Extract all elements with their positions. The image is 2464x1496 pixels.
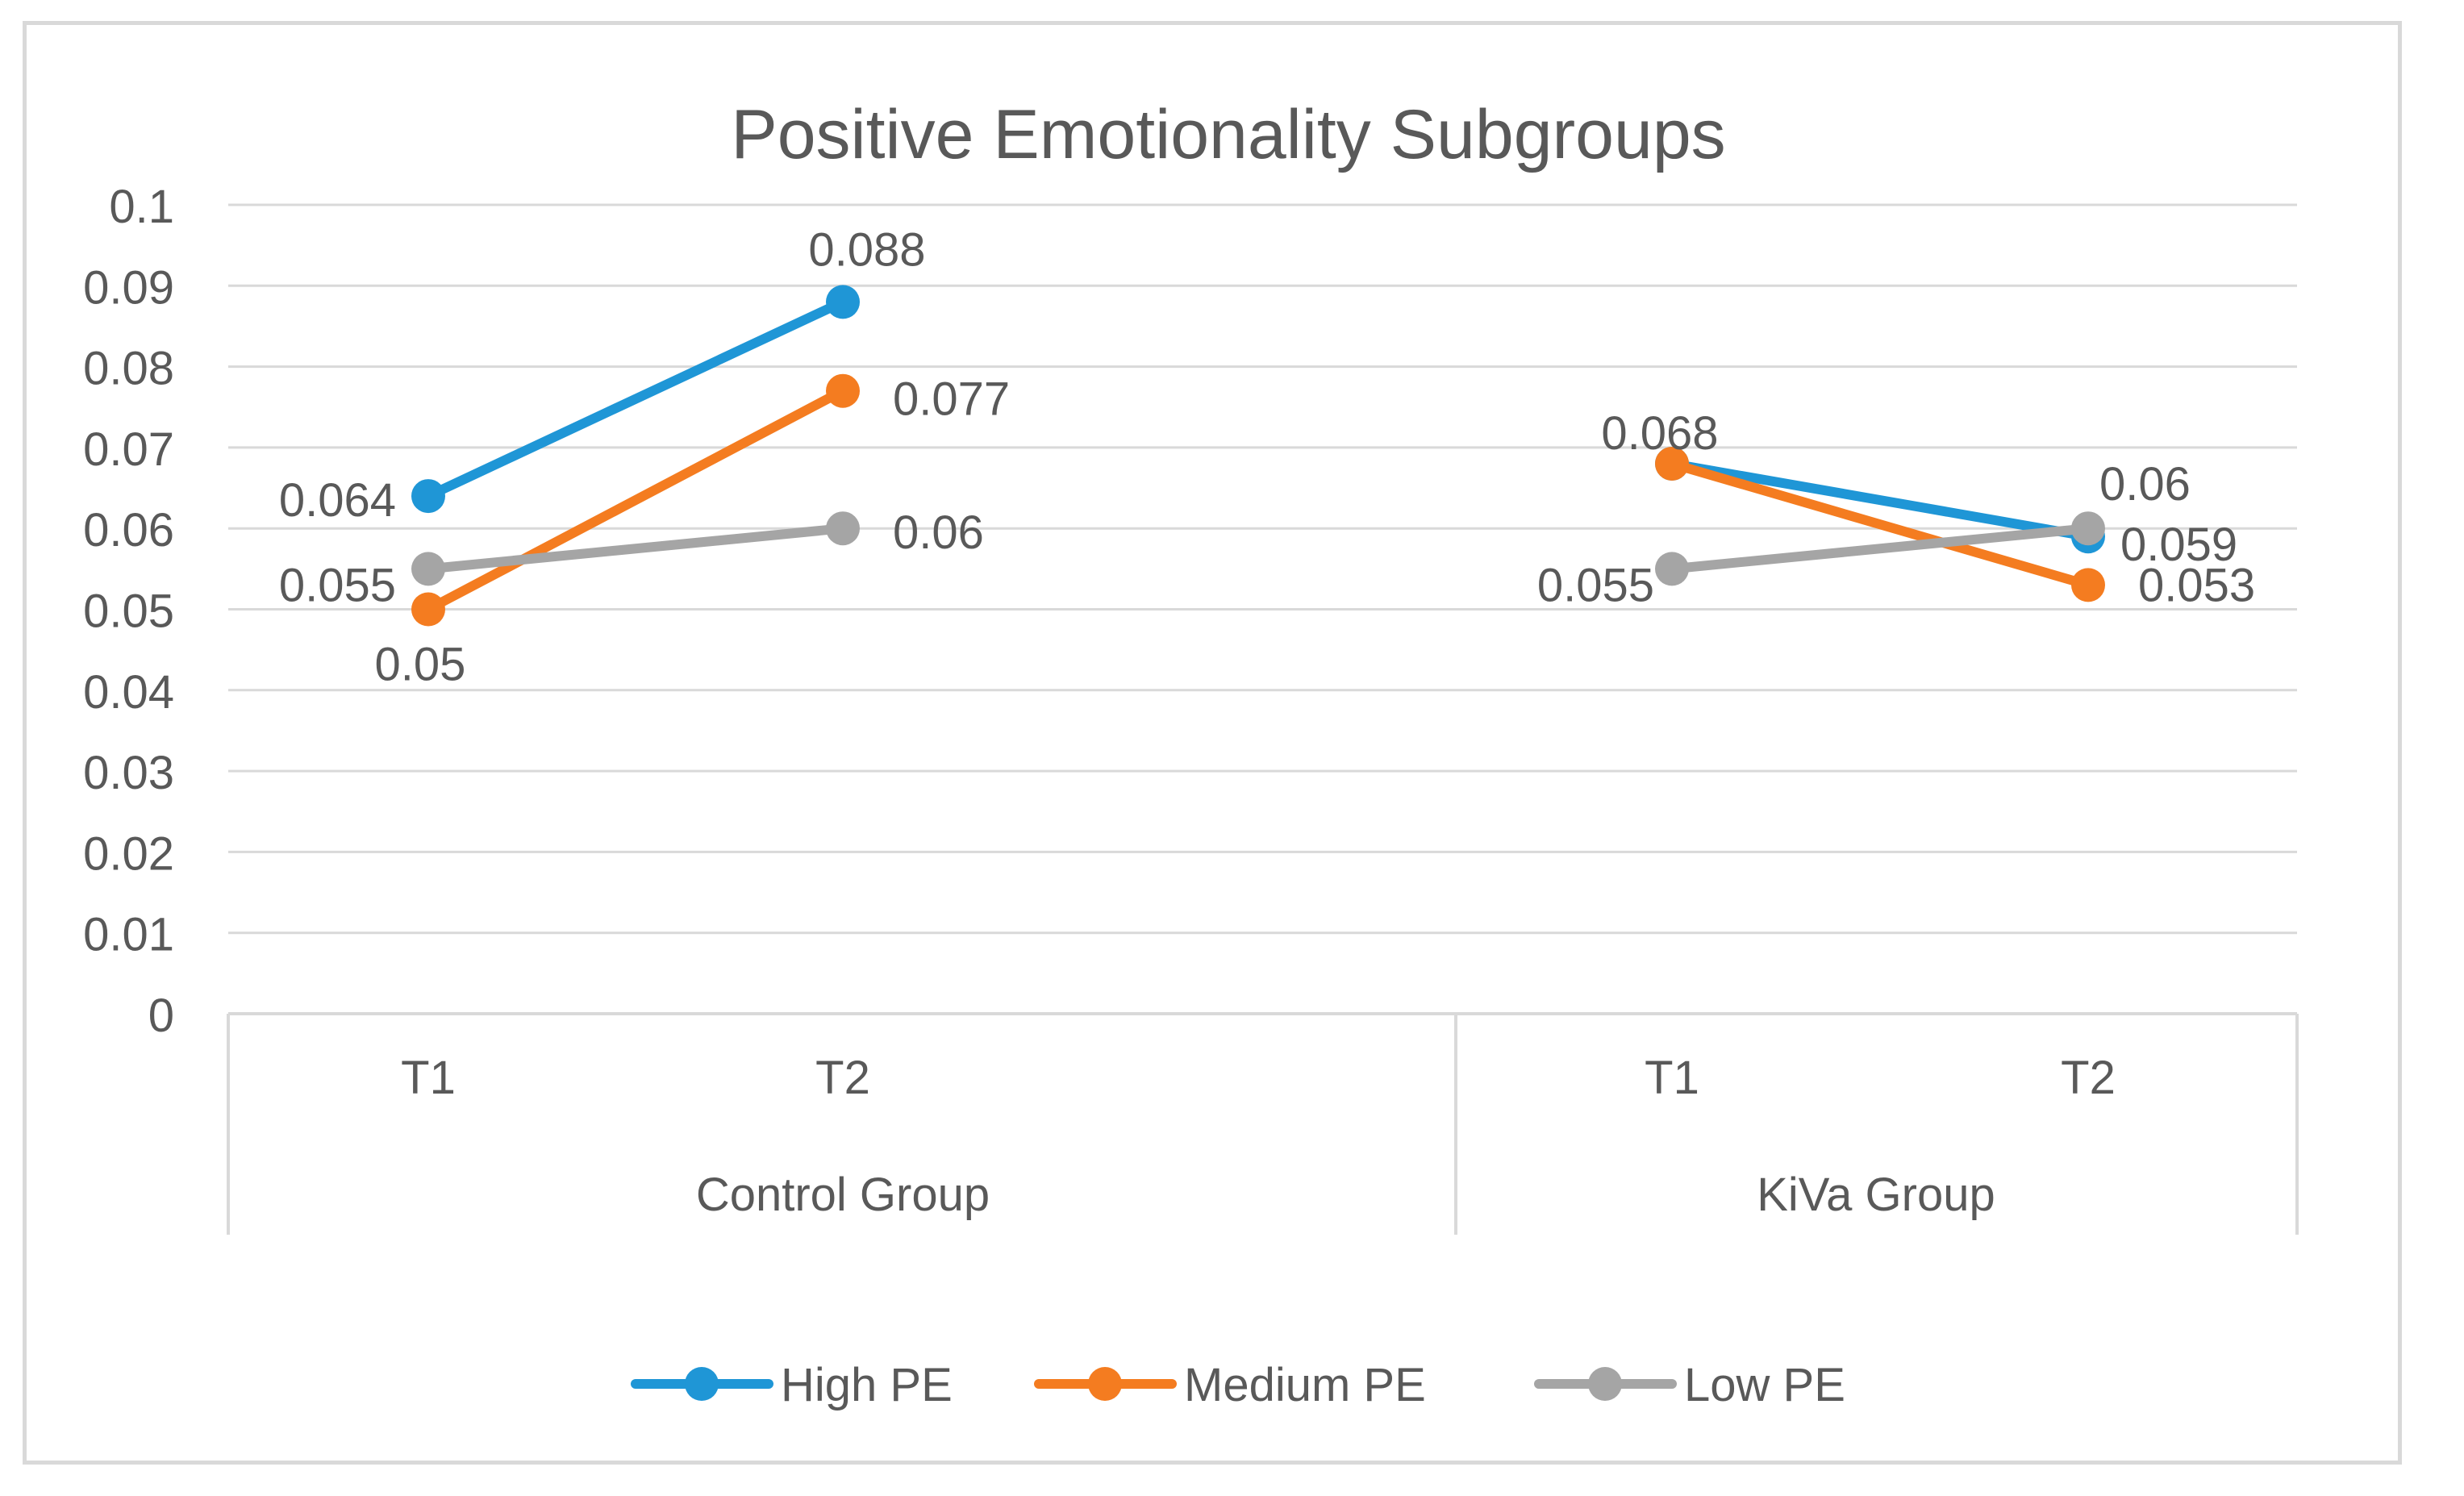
data-point-medium-pe — [1655, 446, 1689, 481]
x-tick-label: T1 — [1645, 1052, 1699, 1104]
line-chart: Positive Emotionality Subgroups 0 0.01 0.0… — [83, 96, 2299, 1411]
y-tick-label: 0.03 — [83, 747, 174, 799]
data-label: 0.05 — [375, 639, 466, 691]
data-label: 0.053 — [2138, 559, 2255, 611]
y-tick-label: 0.09 — [83, 261, 174, 314]
y-tick-label: 0.1 — [109, 181, 174, 233]
data-label: 0.068 — [1601, 407, 1718, 460]
series-layer — [411, 285, 2105, 627]
x-group-label: Control Group — [696, 1169, 990, 1221]
y-tick-label: 0.06 — [83, 504, 174, 556]
grid-lines — [228, 203, 2297, 1015]
data-point-high-pe — [826, 285, 860, 319]
legend-swatch-marker — [1588, 1367, 1622, 1401]
legend-label: High PE — [781, 1359, 953, 1411]
data-point-low-pe — [2071, 511, 2105, 546]
y-tick-label: 0.07 — [83, 423, 174, 476]
y-tick-label: 0.01 — [83, 909, 174, 961]
x-group-label: KiVa Group — [1757, 1169, 1995, 1221]
data-point-low-pe — [826, 511, 860, 546]
data-label: 0.06 — [893, 506, 984, 559]
data-point-high-pe — [411, 479, 445, 514]
x-tick-label: T1 — [401, 1052, 456, 1104]
legend-swatch-marker — [1088, 1367, 1122, 1401]
y-tick-label: 0.02 — [83, 827, 174, 880]
data-point-medium-pe — [826, 373, 860, 408]
y-tick-label: 0.08 — [83, 343, 174, 395]
data-point-medium-pe — [411, 592, 445, 627]
data-point-low-pe — [1655, 552, 1689, 586]
data-point-low-pe — [411, 552, 445, 586]
data-point-medium-pe — [2071, 568, 2105, 602]
legend-label: Medium PE — [1184, 1359, 1426, 1411]
series-line-high-pe — [1667, 458, 2093, 542]
chart-title: Positive Emotionality Subgroups — [731, 96, 1725, 173]
x-axis: T1 T2 Control Group T1 T2 KiVa Group — [227, 1014, 2299, 1235]
y-tick-label: 0.04 — [83, 666, 174, 719]
y-axis-ticks: 0 0.01 0.02 0.03 0.04 0.05 0.06 0.07 0.08 0.09 0.1 — [83, 181, 174, 1042]
data-label: 0.06 — [2099, 458, 2191, 510]
legend-label: Low PE — [1684, 1359, 1845, 1411]
legend: High PE Medium PE Low PE — [631, 1359, 1845, 1411]
y-tick-label: 0.05 — [83, 585, 174, 638]
data-label: 0.064 — [279, 474, 396, 527]
y-tick-label: 0 — [148, 990, 174, 1042]
chart-frame: Positive Emotionality Subgroups 0 0.01 0.0… — [23, 21, 2402, 1465]
series-line-medium-pe — [423, 385, 848, 615]
series-line-low-pe — [1667, 523, 2093, 574]
data-label: 0.055 — [279, 559, 396, 611]
x-tick-label: T2 — [815, 1052, 870, 1104]
legend-swatch-marker — [685, 1367, 719, 1401]
data-label: 0.055 — [1537, 559, 1654, 611]
series-line-high-pe — [423, 297, 848, 502]
data-label: 0.077 — [893, 373, 1010, 426]
data-label: 0.088 — [808, 223, 925, 276]
series-line-low-pe — [423, 523, 848, 574]
data-labels: 0.064 0.088 0.068 0.059 0.05 0.077 0.053 0.055 0… — [279, 223, 2255, 690]
data-label: 0.059 — [2120, 519, 2237, 571]
series-line-medium-pe — [1667, 458, 2093, 590]
x-tick-label: T2 — [2061, 1052, 2116, 1104]
